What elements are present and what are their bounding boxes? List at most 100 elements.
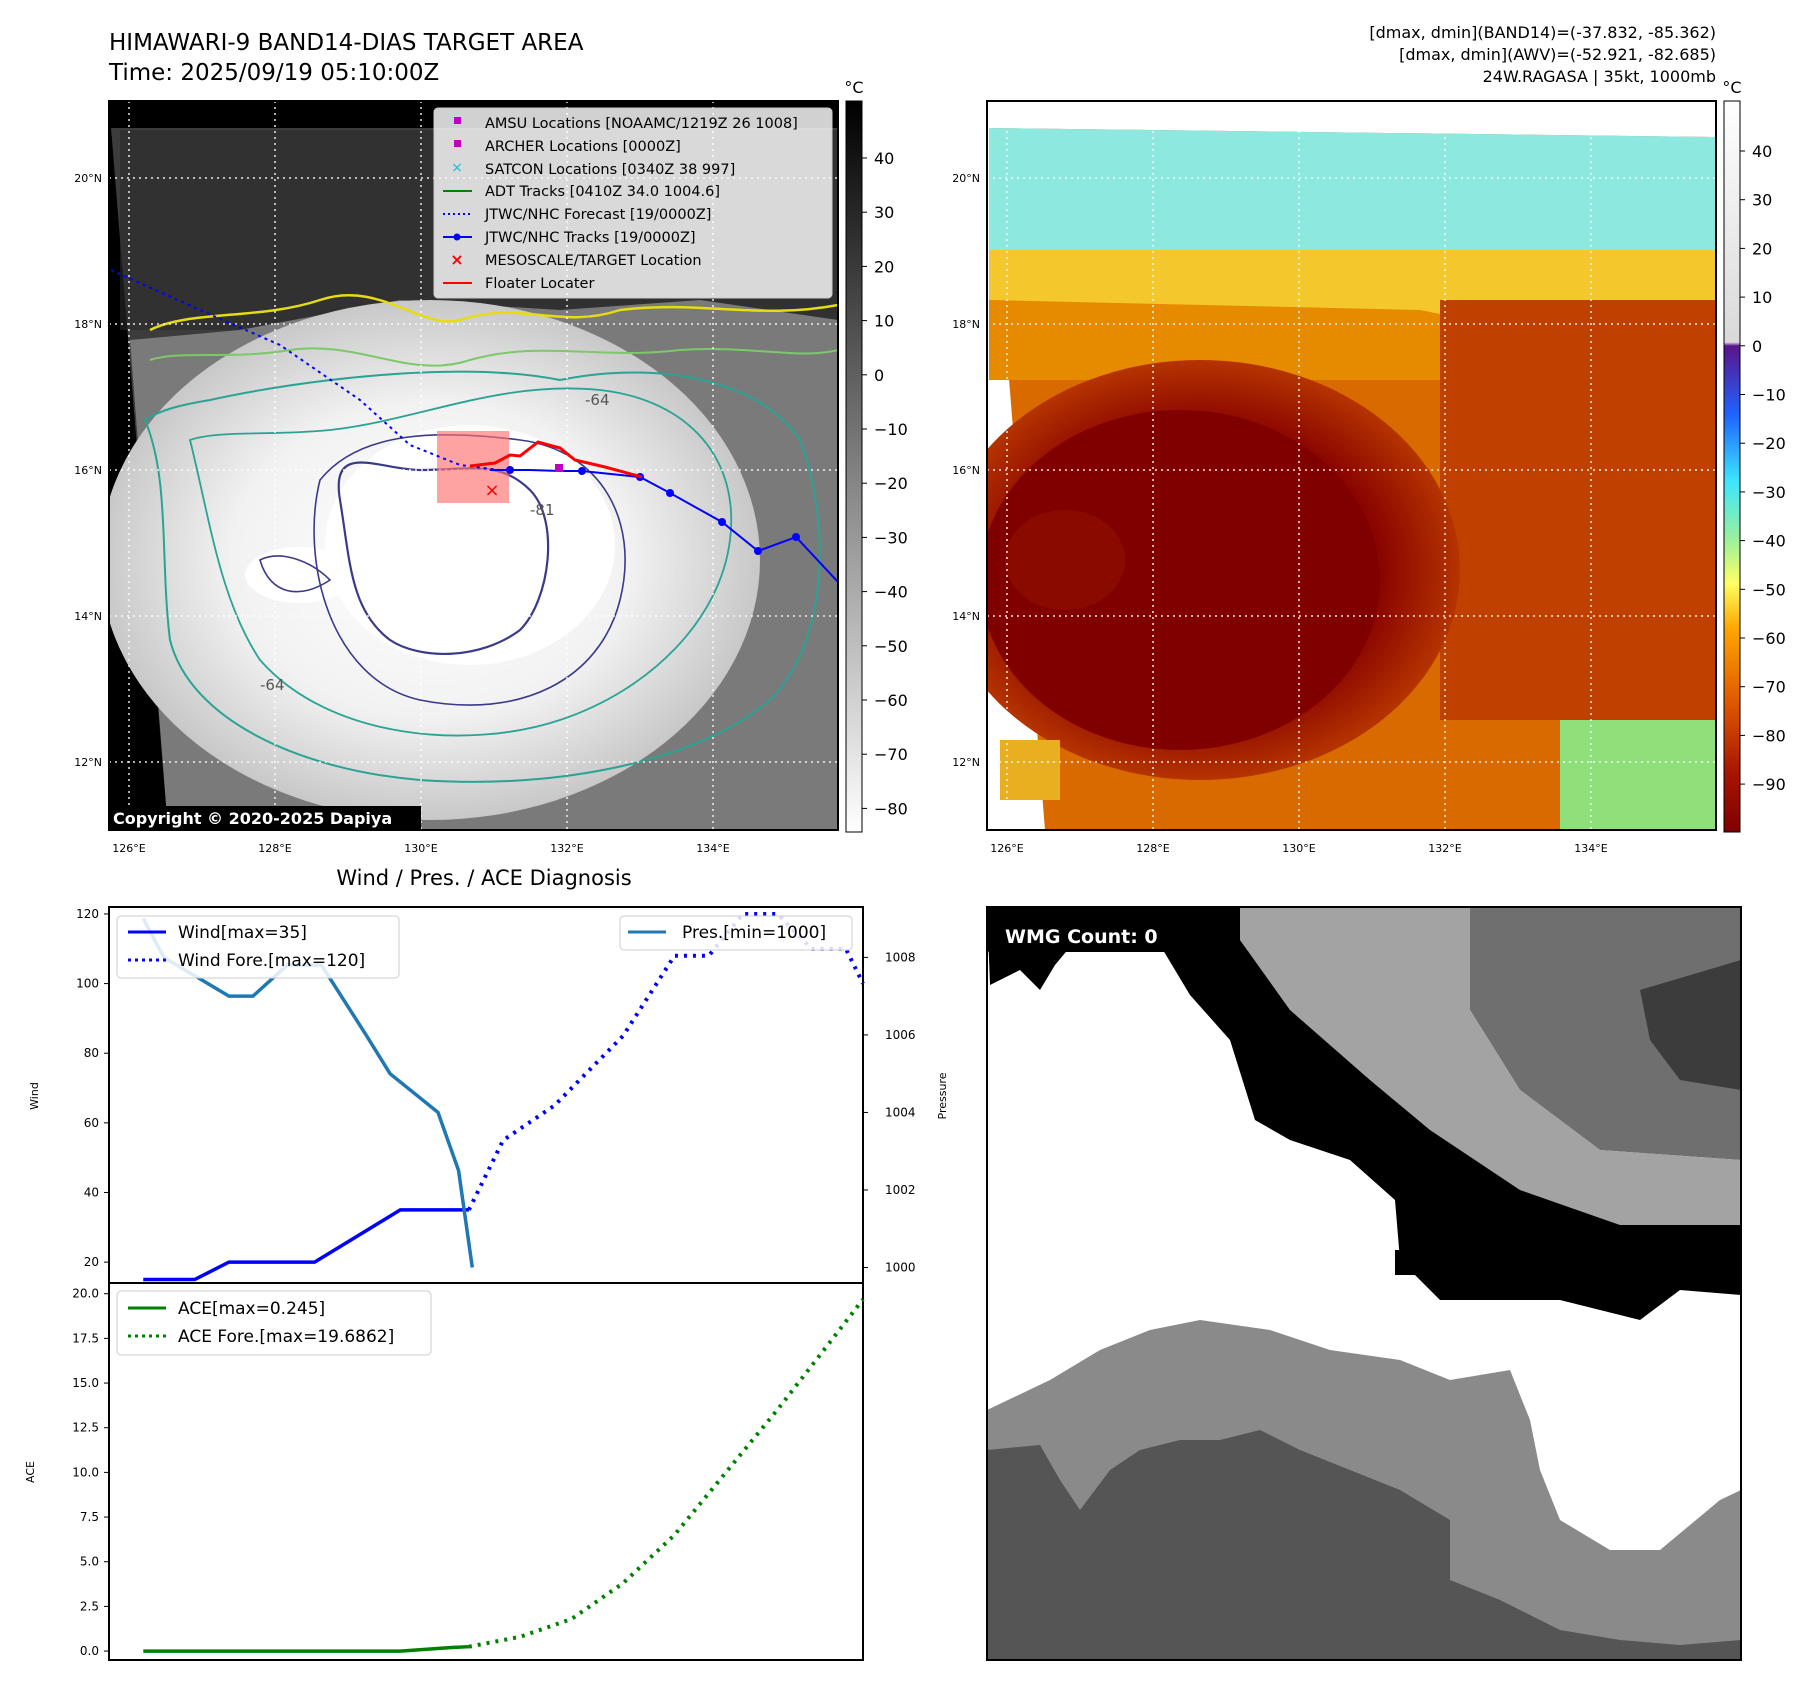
- legend-ace-forecast: ACE Fore.[max=19.6862]: [178, 1327, 394, 1347]
- y-tick-label: 20.0: [72, 1287, 99, 1301]
- lon-label: 130°E: [1282, 842, 1315, 855]
- contour-label: -64: [260, 676, 285, 694]
- lat-label: 18°N: [952, 318, 980, 331]
- y-tick-label: 10.0: [72, 1465, 99, 1479]
- lon-label: 132°E: [550, 842, 583, 855]
- colorbar-tick: 40: [874, 149, 894, 168]
- dmax-awv: [dmax, dmin](AWV)=(-52.921, -82.685): [1399, 45, 1716, 64]
- enhanced-map: [987, 101, 1716, 830]
- colorbar-tick: −10: [1752, 386, 1786, 405]
- colorbar-tick: −60: [874, 691, 908, 710]
- colorbar-tick: −70: [874, 745, 908, 764]
- legend-jtwc-tracks: JTWC/NHC Tracks [19/0000Z]: [484, 230, 696, 246]
- y-tick-label: 0.0: [80, 1644, 99, 1658]
- wmg-count: WMG Count: 0: [1005, 926, 1158, 948]
- colorbar-unit: °C: [844, 78, 863, 97]
- colorbar-tick: 0: [874, 366, 884, 385]
- target-marker: ×: [484, 480, 499, 501]
- lat-label: 12°N: [74, 756, 102, 769]
- colorbar-tick: −40: [1752, 532, 1786, 551]
- colorbar-tick: 10: [874, 312, 894, 331]
- legend-pressure: Pres.[min=1000]: [682, 923, 826, 943]
- colorbar-tick: −50: [874, 637, 908, 656]
- colorbar-left: °C 40 30 20 10 0 −10 −20 −30 −40 −50 −60 −70 −80: [844, 78, 908, 833]
- colorbar-tick: 20: [874, 257, 894, 276]
- lon-label: 128°E: [258, 842, 291, 855]
- jtwc-track: [490, 469, 838, 583]
- colorbar-right: °C 40 30 20 10 0 −10 −20 −30 −40 −50 −60 −70 −80 −90: [1722, 78, 1786, 833]
- legend-adt: ADT Tracks [0410Z 34.0 1004.6]: [485, 184, 720, 200]
- colorbar-tick: −10: [874, 420, 908, 439]
- lon-label: 126°E: [112, 842, 145, 855]
- lat-label: 18°N: [74, 318, 102, 331]
- jtwc-forecast-track: [110, 269, 501, 471]
- y-tick-label: 40: [84, 1185, 99, 1199]
- lon-label: 126°E: [990, 842, 1023, 855]
- y-tick-label: 20: [84, 1255, 99, 1269]
- legend-wind: Wind[max=35]: [178, 923, 307, 943]
- colorbar-tick: −80: [1752, 726, 1786, 745]
- ace-chart: ACE 20.0 17.5 15.0 12.5 10.0 7.5 5.0 2.5 0.0 ACE…: [24, 1282, 865, 1661]
- floater-locater: [469, 440, 643, 479]
- map-legend: AMSU Locations [NOAAMC/1219Z 26 1008] AR…: [433, 107, 833, 299]
- colorbar-tick: 30: [874, 203, 894, 222]
- legend-archer: ARCHER Locations [0000Z]: [485, 139, 681, 155]
- colorbar-tick: 40: [1752, 142, 1772, 161]
- legend-ace: ACE[max=0.245]: [178, 1299, 325, 1319]
- colorbar-tick: 30: [1752, 191, 1772, 210]
- lon-label: 134°E: [1574, 842, 1607, 855]
- svg-text:×: ×: [451, 160, 463, 176]
- lon-label: 132°E: [1428, 842, 1461, 855]
- y2-tick-label: 1004: [885, 1105, 916, 1119]
- ace-axis-label: ACE: [24, 1461, 37, 1483]
- colorbar-tick: −30: [1752, 483, 1786, 502]
- svg-text:×: ×: [450, 250, 463, 269]
- series-ace-max-0-245-: [143, 1644, 469, 1653]
- pressure-axis-label: Pressure: [936, 1072, 949, 1119]
- right-map-axes: 126°E 128°E 130°E 132°E 134°E 20°N 18°N …: [952, 172, 1608, 855]
- legend-jtwc-forecast: JTWC/NHC Forecast [19/0000Z]: [484, 207, 711, 223]
- lon-label: 128°E: [1136, 842, 1169, 855]
- contour-label: -64: [585, 391, 610, 409]
- left-map-axes: 126°E 128°E 130°E 132°E 134°E 20°N 18°N …: [74, 172, 730, 855]
- y2-tick-label: 1000: [885, 1260, 916, 1274]
- y-tick-label: 7.5: [80, 1510, 99, 1524]
- colorbar-tick: −70: [1752, 678, 1786, 697]
- y-tick-label: 120: [76, 907, 99, 921]
- colorbar-tick: −40: [874, 583, 908, 602]
- wind-legend: Wind[max=35] Wind Fore.[max=120]: [116, 915, 400, 979]
- legend-amsu: AMSU Locations [NOAAMC/1219Z 26 1008]: [485, 116, 798, 132]
- y-tick-label: 5.0: [80, 1555, 99, 1569]
- lat-label: 20°N: [952, 172, 980, 185]
- colorbar-tick: −50: [1752, 580, 1786, 599]
- contour-label: -81: [530, 501, 555, 519]
- chart-title: Wind / Pres. / ACE Diagnosis: [336, 866, 631, 890]
- figure-title: HIMAWARI-9 BAND14-DIAS TARGET AREA: [109, 30, 584, 56]
- colorbar-tick: −60: [1752, 629, 1786, 648]
- colorbar-tick: −20: [1752, 434, 1786, 453]
- y-tick-label: 100: [76, 977, 99, 991]
- colorbar-tick: 20: [1752, 239, 1772, 258]
- ace-legend: ACE[max=0.245] ACE Fore.[max=19.6862]: [116, 1290, 432, 1356]
- legend-wind-forecast: Wind Fore.[max=120]: [178, 951, 365, 971]
- y-tick-label: 17.5: [72, 1331, 99, 1345]
- y2-tick-label: 1008: [885, 950, 916, 964]
- lat-label: 20°N: [74, 172, 102, 185]
- lat-label: 16°N: [74, 464, 102, 477]
- lon-label: 130°E: [404, 842, 437, 855]
- figure-time: Time: 2025/09/19 05:10:00Z: [108, 60, 439, 86]
- legend-floater: Floater Locater: [485, 276, 594, 292]
- lat-label: 14°N: [74, 610, 102, 623]
- colorbar-tick: −90: [1752, 775, 1786, 794]
- colorbar-tick: −20: [874, 474, 908, 493]
- y2-tick-label: 1002: [885, 1183, 916, 1197]
- amsu-marker: [555, 464, 563, 472]
- lat-label: 14°N: [952, 610, 980, 623]
- lat-label: 16°N: [952, 464, 980, 477]
- wmg-panel: WMG Count: 0: [987, 907, 1741, 1660]
- colorbar-tick: −80: [874, 799, 908, 818]
- series-wind-max-35-: [143, 1208, 469, 1282]
- legend-satcon: SATCON Locations [0340Z 38 997]: [485, 162, 735, 178]
- wind-pres-chart: Wind Pressure 120 100 80 60 40 20 1008 1006 100…: [28, 906, 949, 1284]
